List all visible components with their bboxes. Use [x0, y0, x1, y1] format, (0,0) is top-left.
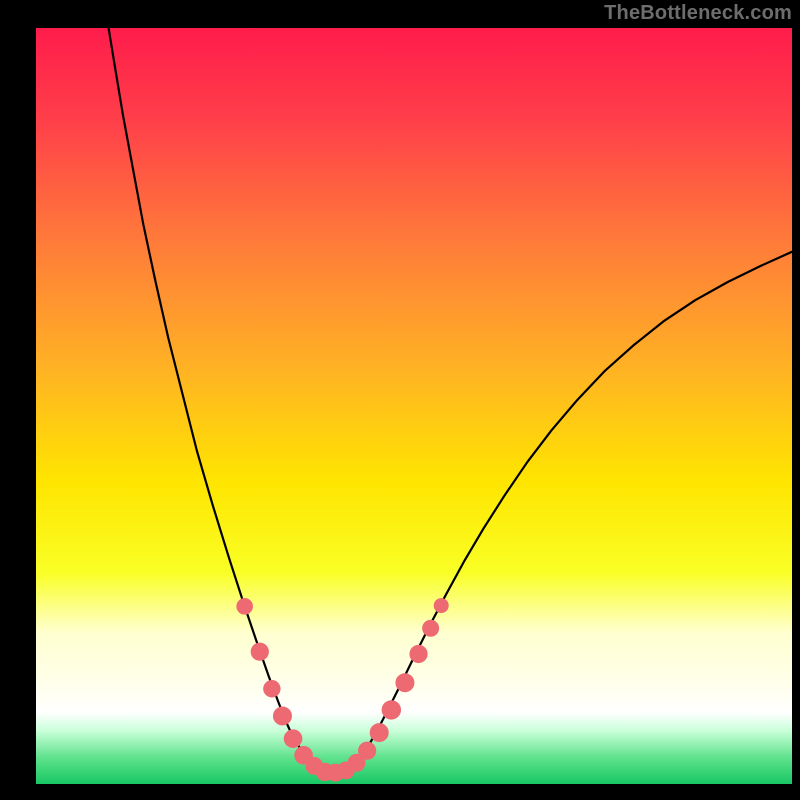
plot-area	[36, 28, 792, 784]
plot-svg	[36, 28, 792, 784]
curve-marker	[273, 707, 291, 725]
chart-stage: TheBottleneck.com	[0, 0, 800, 800]
curve-marker	[237, 599, 253, 615]
curve-marker	[396, 674, 414, 692]
curve-marker	[251, 643, 268, 660]
watermark-label: TheBottleneck.com	[604, 2, 792, 25]
curve-marker	[382, 701, 400, 719]
curve-marker	[264, 681, 280, 697]
curve-marker	[423, 620, 439, 636]
curve-marker	[284, 730, 302, 748]
curve-marker	[359, 742, 376, 759]
curve-marker	[434, 599, 448, 613]
gradient-background	[36, 28, 792, 784]
curve-marker	[370, 724, 388, 742]
curve-marker	[410, 645, 427, 662]
